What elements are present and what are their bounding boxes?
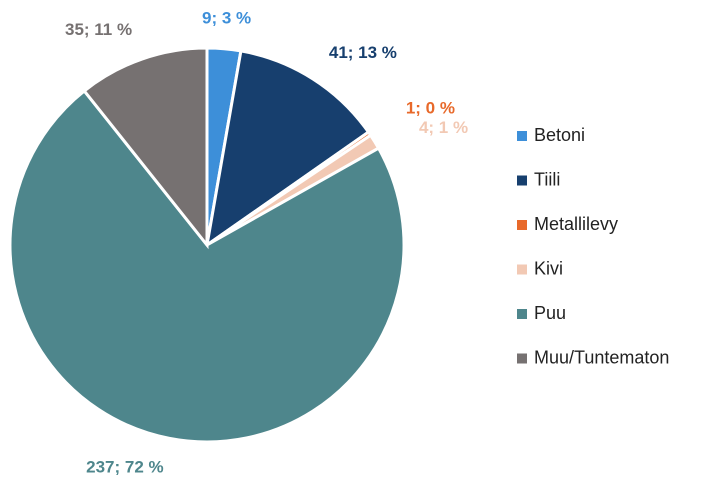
legend-label: Metallilevy [534,214,618,234]
data-label: 1; 0 % [406,98,455,117]
legend-label: Puu [534,303,566,323]
legend-label: Kivi [534,258,563,278]
legend-swatch [517,175,527,186]
data-label: 237; 72 % [86,457,164,476]
data-label: 41; 13 % [329,43,397,62]
data-label: 9; 3 % [202,8,251,27]
legend-swatch [517,264,527,275]
legend-label: Tiili [534,169,560,189]
pie-slice [204,49,371,249]
legend-label: Muu/Tuntematon [534,347,669,367]
legend-swatch [517,220,527,230]
pie-slice [82,46,209,250]
data-label: 35; 11 % [65,20,132,39]
data-label: 4; 1 % [419,118,468,137]
legend-swatch [517,131,527,141]
pie-slice [8,88,406,444]
legend-swatch [517,353,527,364]
legend-label: Betoni [534,125,585,145]
legend-swatch [517,309,527,319]
